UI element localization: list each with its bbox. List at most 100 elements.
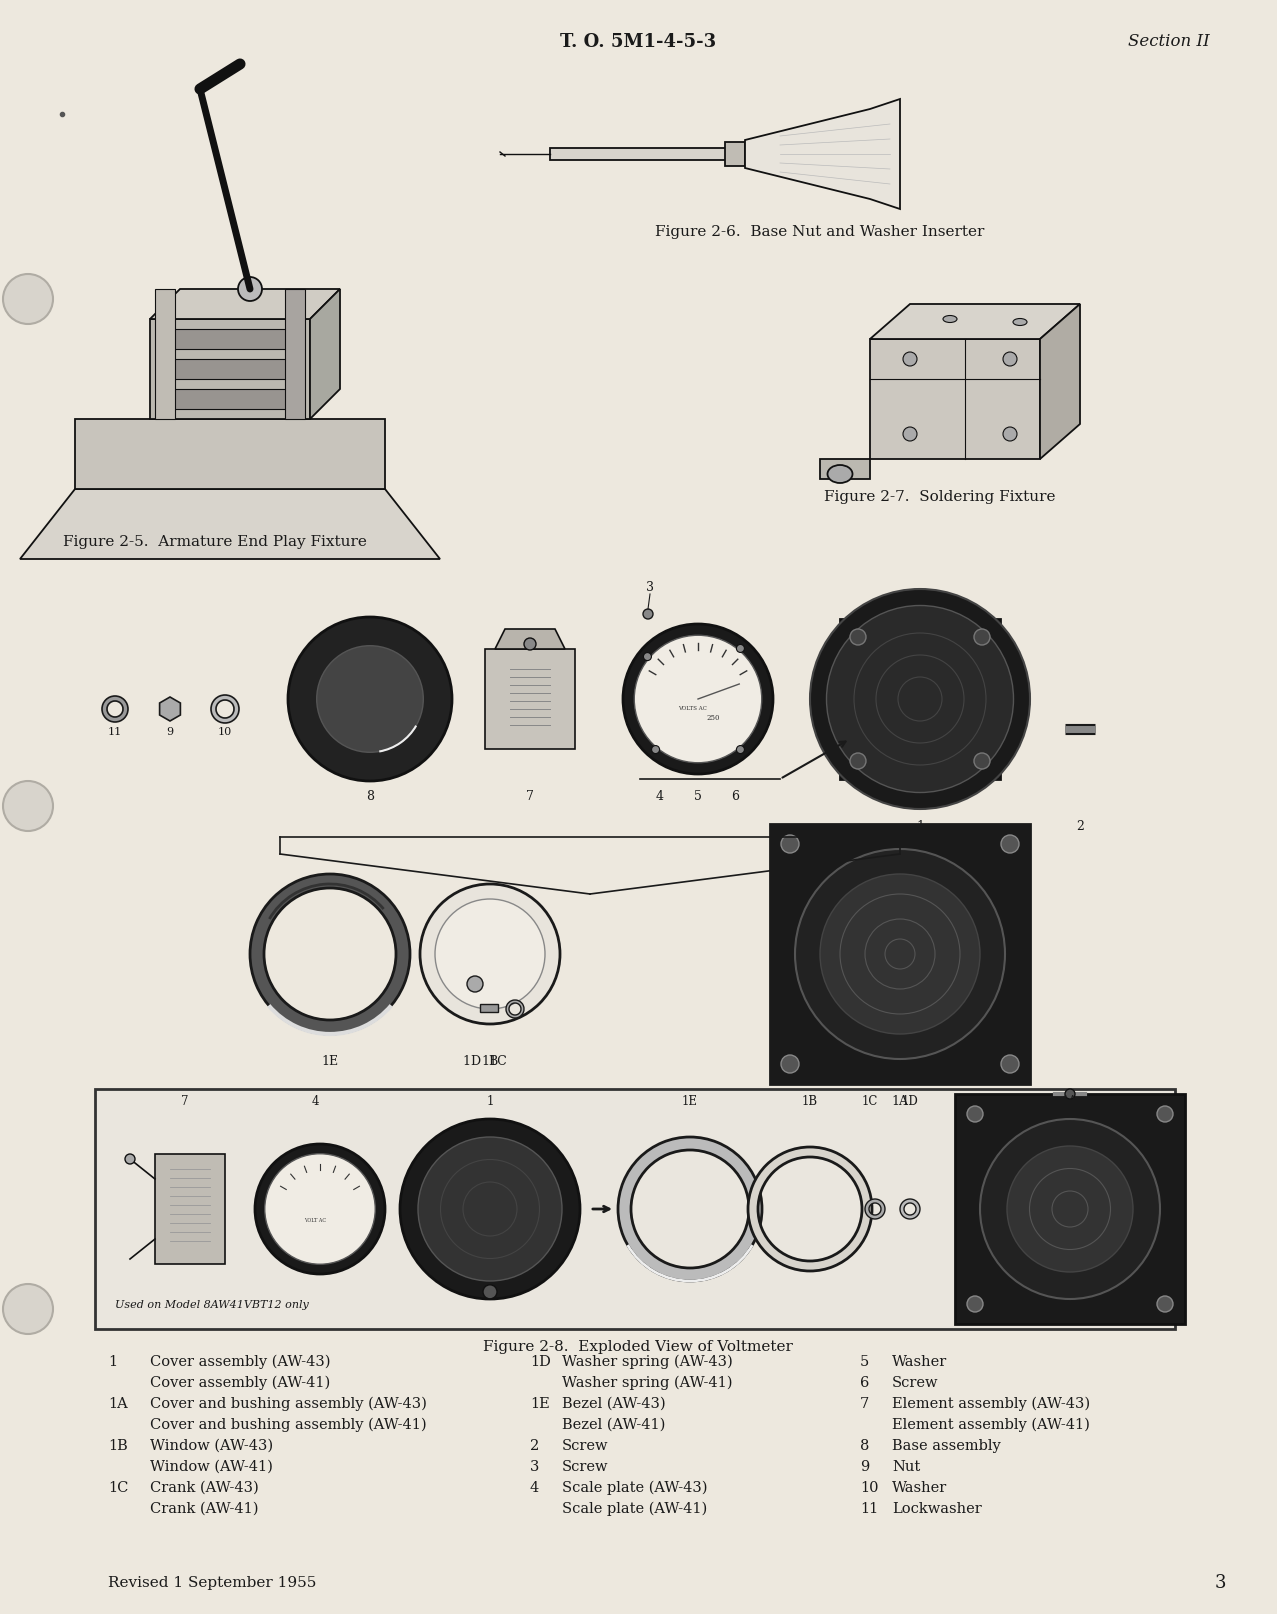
Polygon shape [1039,305,1080,460]
Text: Nut: Nut [893,1459,921,1474]
Circle shape [238,278,262,302]
Text: Used on Model 8AW41VBT12 only: Used on Model 8AW41VBT12 only [115,1299,309,1309]
Circle shape [420,884,561,1025]
Text: 9: 9 [859,1459,870,1474]
Circle shape [1157,1296,1174,1312]
Circle shape [3,781,54,831]
Text: 7: 7 [181,1094,189,1107]
Circle shape [850,629,866,646]
Text: Bezel (AW-43): Bezel (AW-43) [562,1396,665,1411]
Circle shape [782,836,799,854]
Circle shape [967,1106,983,1122]
Polygon shape [744,100,900,210]
Text: Element assembly (AW-43): Element assembly (AW-43) [893,1396,1091,1411]
Circle shape [782,1056,799,1073]
Circle shape [3,274,54,324]
Circle shape [623,625,773,775]
Text: Washer spring (AW-41): Washer spring (AW-41) [562,1375,733,1390]
Ellipse shape [827,466,853,484]
Text: 1C: 1C [109,1480,129,1495]
Text: 4: 4 [656,789,664,802]
Text: 1: 1 [109,1354,117,1369]
Circle shape [850,754,866,770]
Polygon shape [485,649,575,749]
Circle shape [524,639,536,650]
Text: 1E: 1E [682,1094,699,1107]
Text: Figure 2-6.  Base Nut and Washer Inserter: Figure 2-6. Base Nut and Washer Inserter [655,224,985,239]
Text: 1: 1 [487,1094,494,1107]
Polygon shape [170,329,290,350]
Circle shape [644,654,651,662]
Polygon shape [820,460,870,479]
Circle shape [737,746,744,754]
Circle shape [1002,353,1016,366]
Circle shape [737,646,744,654]
Circle shape [820,875,979,1035]
Ellipse shape [942,316,956,323]
Text: 1D  1C: 1D 1C [464,1054,507,1067]
Text: 1B: 1B [481,1054,498,1067]
Polygon shape [770,825,1031,1085]
Circle shape [317,646,423,752]
Text: Screw: Screw [893,1375,939,1390]
Text: 8: 8 [859,1438,870,1453]
Text: Figure 2-8.  Exploded View of Voltmeter: Figure 2-8. Exploded View of Voltmeter [483,1340,793,1353]
Circle shape [289,618,452,781]
Polygon shape [149,320,310,420]
Text: Washer spring (AW-43): Washer spring (AW-43) [562,1354,733,1369]
Text: Crank (AW-41): Crank (AW-41) [149,1501,258,1516]
Text: Cover and bushing assembly (AW-41): Cover and bushing assembly (AW-41) [149,1417,427,1432]
Circle shape [903,428,917,442]
Text: 250: 250 [706,713,720,721]
Polygon shape [285,291,305,420]
Text: 2: 2 [1077,820,1084,833]
Polygon shape [170,360,290,379]
Polygon shape [170,389,290,410]
Text: 11: 11 [107,726,123,736]
Circle shape [435,899,545,1009]
Polygon shape [870,305,1080,341]
Circle shape [651,746,660,754]
Text: 5: 5 [695,789,702,802]
Text: 3: 3 [646,581,654,594]
Text: 2: 2 [530,1438,539,1453]
Text: 9: 9 [166,726,174,736]
Text: 1D: 1D [530,1354,550,1369]
Polygon shape [149,291,340,320]
Bar [94,1089,1175,1330]
Circle shape [400,1119,580,1299]
Circle shape [644,610,653,620]
Text: Section II: Section II [1129,34,1211,50]
Circle shape [810,589,1031,810]
Text: VOLTS AC: VOLTS AC [678,705,707,710]
Text: 1A: 1A [891,1094,908,1107]
Text: 1D: 1D [902,1094,918,1107]
Text: 4: 4 [312,1094,319,1107]
Text: T. O. 5M1-4-5-3: T. O. 5M1-4-5-3 [559,32,716,52]
Text: Element assembly (AW-41): Element assembly (AW-41) [893,1417,1089,1432]
Text: Cover and bushing assembly (AW-43): Cover and bushing assembly (AW-43) [149,1396,427,1411]
Text: Cover assembly (AW-43): Cover assembly (AW-43) [149,1354,331,1369]
Circle shape [418,1138,562,1282]
Polygon shape [870,341,1039,460]
Circle shape [483,1285,497,1299]
Circle shape [796,849,1005,1059]
Text: Crank (AW-43): Crank (AW-43) [149,1480,259,1495]
Text: 1E: 1E [322,1054,338,1067]
Circle shape [467,976,483,993]
Circle shape [1157,1106,1174,1122]
Text: Scale plate (AW-41): Scale plate (AW-41) [562,1501,707,1516]
Text: 5: 5 [859,1354,870,1369]
Text: Window (AW-41): Window (AW-41) [149,1459,273,1474]
Circle shape [974,629,990,646]
Polygon shape [725,144,744,166]
Text: 1E: 1E [530,1396,550,1411]
Circle shape [1065,1089,1075,1099]
Text: 6: 6 [859,1375,870,1390]
Circle shape [1002,428,1016,442]
Text: 7: 7 [859,1396,870,1411]
Polygon shape [840,620,1000,780]
Text: Window (AW-43): Window (AW-43) [149,1438,273,1453]
Text: Washer: Washer [893,1354,948,1369]
Text: 6: 6 [730,789,739,802]
